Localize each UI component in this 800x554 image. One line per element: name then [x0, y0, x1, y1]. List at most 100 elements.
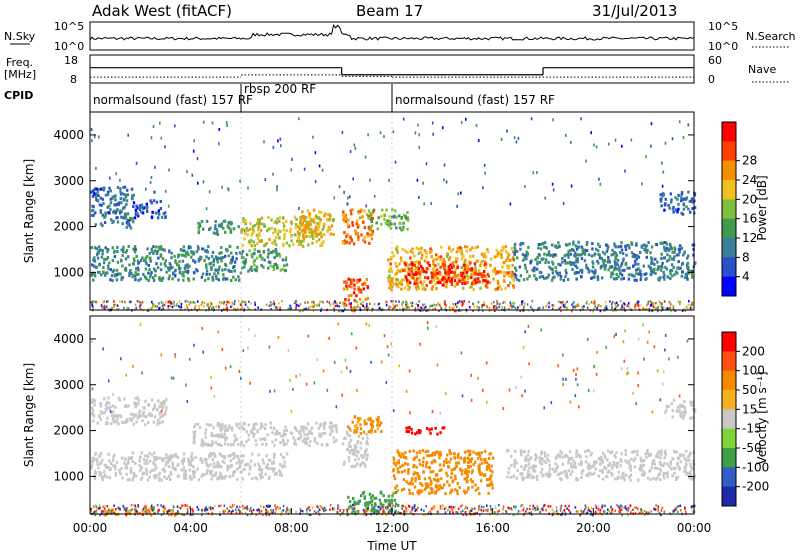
freq-label-line1: Freq.	[6, 56, 33, 69]
velocity-cbar-swatch-4	[722, 409, 736, 430]
power-cbar-swatch-2	[722, 160, 736, 181]
xtick-label-2: 08:00	[274, 521, 309, 535]
cpid-name-2: normalsound (fast) 157 RF	[395, 93, 555, 107]
velocity-region-0	[90, 396, 168, 427]
power-cbar-tick-label-6: 28	[742, 154, 757, 168]
velocity-panel-frame	[89, 315, 695, 515]
power-cbar-swatch-0	[722, 122, 736, 142]
velocity-region-5	[405, 426, 446, 436]
power-region-2	[197, 219, 247, 236]
freq-right-tick-top: 60	[708, 54, 722, 67]
power-cbar-tick-label-1: 8	[742, 250, 750, 264]
noise-left-tick-bottom: 10^0	[54, 40, 84, 53]
power-cbar-frame	[721, 121, 737, 297]
noise-panel-frame	[89, 21, 695, 51]
power-y-label: Slant Range [km]	[22, 159, 36, 263]
freq-left-tick-top: 18	[64, 54, 78, 67]
noise-left-tick-top: 10^5	[54, 20, 84, 33]
xtick-label-1: 04:00	[173, 521, 208, 535]
noise-sky-line	[89, 24, 695, 41]
power-ytick-label-2: 3000	[53, 174, 84, 188]
power-region-13	[342, 277, 370, 305]
xtick-label-3: 12:00	[375, 521, 410, 535]
nave-label: Nave	[748, 63, 776, 76]
power-colorbar-label: Power [dB]	[755, 175, 769, 240]
freq-right-tick-bottom: 0	[708, 73, 715, 86]
velocity-ytick-label-1: 2000	[53, 424, 84, 438]
power-ytick-label-1: 2000	[53, 220, 84, 234]
power-cbar-swatch-6	[722, 238, 736, 258]
velocity-region-2	[192, 421, 338, 448]
xtick-label-5: 20:00	[576, 521, 611, 535]
power-region-0	[90, 185, 135, 230]
noise-right-label: N.Search	[746, 30, 796, 43]
power-region-6	[241, 247, 289, 273]
velocity-cbar-swatch-8	[722, 486, 736, 507]
velocity-cbar-tick-label-3: 15	[742, 402, 757, 416]
x-axis-label: Time UT	[366, 539, 417, 553]
power-y-ticks: 1000 2000 3000 4000	[53, 128, 694, 279]
power-near-range-speckle	[90, 299, 694, 313]
velocity-cbar-tick-label-1: 100	[742, 364, 765, 378]
power-colorbar: 4 8 12 16 20 24 28	[721, 121, 757, 297]
velocity-cbar-tick-label-4: -15	[742, 422, 762, 436]
velocity-cbar-tick-label-6: -100	[742, 460, 769, 474]
velocity-region-8	[664, 398, 697, 420]
power-cbar-tick-label-3: 16	[742, 212, 757, 226]
velocity-near-range-speckle	[90, 503, 696, 517]
velocity-cbar-swatch-0	[722, 332, 736, 352]
velocity-cbar-tick-label-2: 50	[742, 383, 757, 397]
velocity-data	[90, 316, 697, 517]
power-cbar-swatch-3	[722, 180, 736, 200]
cpid-name-0: normalsound (fast) 157 RF	[93, 93, 253, 107]
nave-trace	[90, 74, 694, 78]
velocity-region-4	[346, 415, 383, 435]
power-region-5	[90, 244, 244, 283]
frequency-trace	[90, 67, 694, 76]
cpid-name-1: rbsp 200 RF	[244, 82, 316, 96]
power-region-12	[659, 190, 697, 216]
noise-trace	[89, 24, 695, 41]
velocity-cbar-swatch-2	[722, 370, 736, 391]
power-region-4	[296, 208, 335, 239]
power-ytick-label-0: 1000	[53, 265, 84, 279]
freq-panel-frame	[89, 54, 695, 84]
noise-right-tick-top: 10^5	[708, 20, 738, 33]
velocity-cbar-swatch-1	[722, 351, 736, 372]
xtick-label-0: 00:00	[73, 521, 108, 535]
freq-left-tick-bottom: 8	[70, 73, 77, 86]
freq-label-line2: [MHz]	[4, 68, 36, 81]
velocity-cbar-tick-label-5: -50	[742, 441, 762, 455]
beam-title: Beam 17	[356, 2, 423, 20]
power-scattered-echoes	[90, 117, 690, 211]
station-title: Adak West (fitACF)	[92, 2, 232, 20]
xtick-label-6: 00:00	[677, 521, 712, 535]
velocity-ytick-label-0: 1000	[53, 469, 84, 483]
power-region-1	[132, 199, 167, 220]
power-cbar-tick-label-2: 12	[742, 231, 757, 245]
power-cbar-swatch-8	[722, 276, 736, 297]
power-cbar-tick-label-4: 20	[742, 192, 757, 206]
velocity-cbar-swatch-6	[722, 448, 736, 468]
x-ticks: 00:00 04:00 08:00 12:00 16:00 20:00 00:00	[73, 508, 712, 535]
cpid-label: CPID	[4, 89, 33, 102]
velocity-colorbar-label: Velocity [m s⁻¹]	[755, 371, 769, 464]
velocity-region-7	[505, 448, 697, 482]
power-region-10	[402, 261, 490, 287]
power-cbar-swatch-7	[722, 257, 736, 278]
velocity-cbar-swatch-7	[722, 467, 736, 488]
velocity-region-6	[392, 449, 495, 496]
xtick-label-4: 16:00	[475, 521, 510, 535]
power-ytick-label-3: 4000	[53, 128, 84, 142]
velocity-scattered-echoes	[91, 321, 689, 415]
power-data	[90, 112, 697, 313]
date-title: 31/Jul/2013	[592, 2, 677, 20]
velocity-colorbar: 200 100 50 15 -15 -50 -100 -200	[721, 331, 769, 507]
velocity-cbar-tick-label-7: -200	[742, 480, 769, 494]
velocity-region-3	[341, 429, 369, 468]
velocity-y-ticks: 1000 2000 3000 4000	[53, 332, 694, 483]
power-region-11	[512, 240, 697, 282]
velocity-region-1	[90, 451, 289, 482]
power-cbar-swatch-4	[722, 199, 736, 220]
